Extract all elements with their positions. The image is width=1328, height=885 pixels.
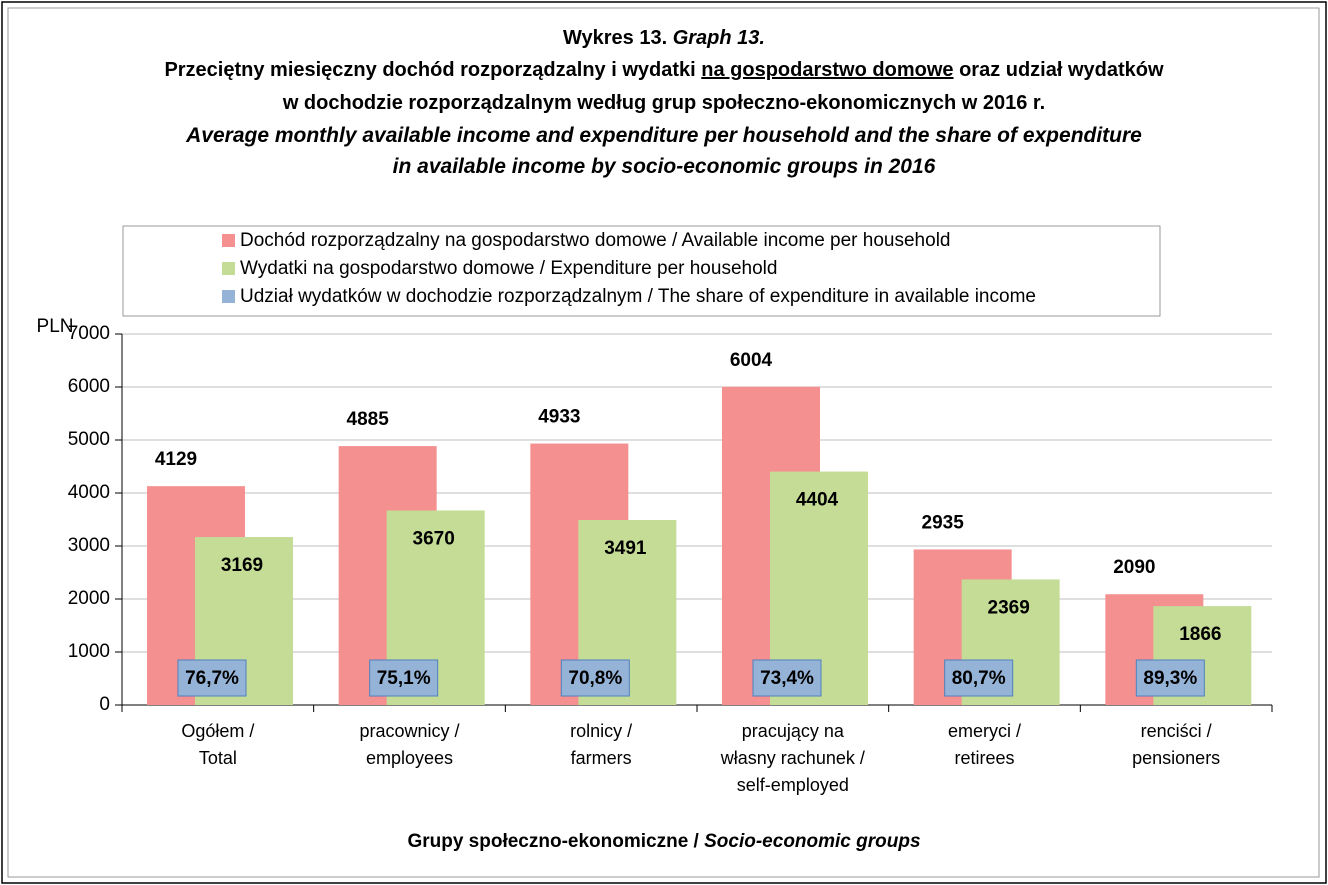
legend-label: Udział wydatków w dochodzie rozporządzal… xyxy=(240,286,1036,307)
share-box xyxy=(369,659,439,697)
value-label: 3491 xyxy=(604,538,647,559)
subtitle-en-2: in available income by socio-economic gr… xyxy=(392,155,936,178)
x-tick-label: rolnicy / farmers xyxy=(570,721,633,768)
legend-label: Wydatki na gospodarstwo domowe / Expendi… xyxy=(240,258,777,279)
share-label: 76,7% xyxy=(185,668,239,689)
x-tick-label: pracownicy / employees xyxy=(359,721,460,768)
share-label: 73,4% xyxy=(760,668,814,689)
share-box xyxy=(560,659,630,697)
subtitle-part: Przeciętny miesięczny dochód rozporządza… xyxy=(164,59,702,81)
share-label: 70,8% xyxy=(568,668,622,689)
share-box xyxy=(944,659,1014,697)
value-label: 2935 xyxy=(922,512,965,533)
value-label: 3670 xyxy=(413,529,455,550)
value-label: 1866 xyxy=(1179,624,1221,645)
share-label: 75,1% xyxy=(377,668,431,689)
value-label: 4404 xyxy=(796,490,839,511)
subtitle-pl-2: w dochodzie rozporządzalnym według grup … xyxy=(282,92,1046,114)
x-tick-label: renciści / pensioners xyxy=(1132,721,1221,768)
share-box xyxy=(752,659,822,697)
value-label: 4933 xyxy=(538,407,580,428)
value-label: 2369 xyxy=(988,597,1030,618)
y-tick-label: 7000 xyxy=(68,323,110,344)
chart-border xyxy=(7,7,1320,878)
subtitle-part: oraz udział wydatków xyxy=(953,59,1164,81)
legend-label: Dochód rozporządzalny na gospodarstwo do… xyxy=(240,230,950,251)
x-axis-label-pl: Grupy społeczno-ekonomiczne / xyxy=(407,831,705,852)
y-axis-label: PLN xyxy=(37,316,74,337)
title-pl: Wykres 13. xyxy=(563,27,668,49)
y-tick-label: 0 xyxy=(99,694,110,715)
legend xyxy=(122,225,1161,317)
y-tick-label: 3000 xyxy=(68,535,110,556)
legend-swatch xyxy=(222,234,235,247)
share-label: 80,7% xyxy=(952,668,1006,689)
x-tick-label: emeryci / retirees xyxy=(947,721,1021,768)
x-axis-label: Grupy społeczno-ekonomiczne / Socio-econ… xyxy=(0,831,1328,853)
x-tick-label: pracujący na własny rachunek / self-empl… xyxy=(720,721,865,795)
y-tick-label: 6000 xyxy=(68,376,110,397)
y-tick-label: 5000 xyxy=(68,429,110,450)
title-en: Graph 13. xyxy=(672,27,765,49)
value-label: 6004 xyxy=(730,350,773,371)
value-label: 2090 xyxy=(1113,557,1155,578)
subtitle-en: Average monthly available income and exp… xyxy=(186,124,1142,147)
y-tick-label: 2000 xyxy=(68,588,110,609)
subtitle-part: na gospodarstwo domowe xyxy=(701,59,954,81)
x-tick-label: Ogółem / Total xyxy=(181,721,255,768)
value-label: 3169 xyxy=(221,555,263,576)
share-box xyxy=(177,659,247,697)
share-box xyxy=(1135,659,1205,697)
legend-swatch xyxy=(222,290,235,303)
y-tick-label: 4000 xyxy=(68,482,110,503)
share-label: 89,3% xyxy=(1143,668,1197,689)
legend-swatch xyxy=(222,262,235,275)
x-axis-label-en: Socio-economic groups xyxy=(704,831,921,852)
y-tick-label: 1000 xyxy=(68,641,110,662)
title: Wykres 13. Graph 13. xyxy=(0,27,1328,50)
subtitle-pl: Przeciętny miesięczny dochód rozporządza… xyxy=(0,59,1328,82)
value-label: 4129 xyxy=(155,449,197,470)
value-label: 4885 xyxy=(347,409,390,430)
